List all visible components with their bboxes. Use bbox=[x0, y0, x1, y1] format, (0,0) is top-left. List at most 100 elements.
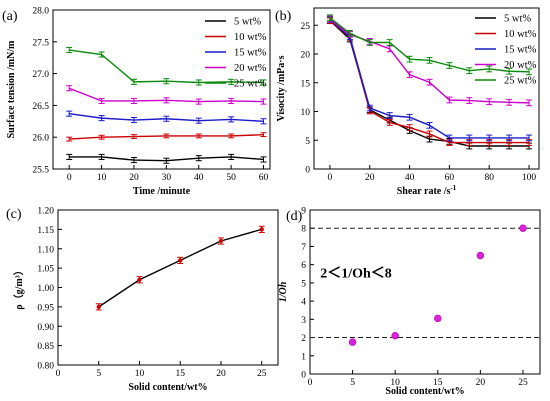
y-tick-label: 1.00 bbox=[37, 284, 54, 294]
x-tick-label: 20 bbox=[129, 173, 139, 183]
series-line bbox=[98, 228, 262, 308]
x-tick-label: 0 bbox=[67, 173, 72, 183]
y-tick-label: 0.85 bbox=[37, 342, 54, 352]
data-point bbox=[218, 238, 224, 244]
y-tick-label: 1.05 bbox=[37, 265, 54, 275]
panel-label: (a) bbox=[2, 9, 18, 24]
annotation-text: 2＜1/Oh＜8 bbox=[320, 266, 392, 281]
data-point bbox=[476, 251, 485, 260]
x-tick-label: 30 bbox=[162, 173, 172, 183]
y-tick-label: 6 bbox=[301, 261, 306, 271]
x-tick-label: 25 bbox=[257, 369, 267, 379]
y-tick-label: 4 bbox=[301, 298, 306, 308]
y-tick-label: 3 bbox=[301, 316, 306, 326]
legend-label: 25 wt% bbox=[504, 76, 537, 87]
plot-frame bbox=[52, 9, 271, 170]
data-point bbox=[519, 224, 527, 232]
x-tick-label: 10 bbox=[390, 378, 400, 388]
x-tick-label: 25 bbox=[518, 378, 528, 388]
y-tick-label: 15 bbox=[301, 79, 311, 89]
y-axis-title: ρ（g/m³） bbox=[12, 265, 25, 309]
x-tick-label: 5 bbox=[350, 378, 355, 388]
y-tick-label: 0.90 bbox=[37, 323, 54, 333]
legend: 5 wt% 10 wt% 15 wt% 20 wt% 25 wt% bbox=[205, 17, 267, 90]
y-axis-title: Visocity /mPa·s bbox=[276, 55, 287, 121]
x-tick-label: 10 bbox=[97, 173, 107, 183]
data-point bbox=[137, 277, 142, 282]
y-tick-label: 26.0 bbox=[32, 134, 49, 144]
y-tick-label: 0 bbox=[301, 371, 306, 381]
y-tick-label: 0 bbox=[305, 166, 310, 176]
data-point bbox=[178, 258, 183, 263]
x-tick-label: 40 bbox=[194, 173, 204, 183]
legend-label: 15 wt% bbox=[504, 45, 537, 56]
panel-label: (d) bbox=[286, 209, 303, 224]
y-tick-label: 0.80 bbox=[37, 362, 54, 372]
x-tick-label: 10 bbox=[135, 369, 145, 379]
x-tick-label: 20 bbox=[216, 369, 226, 379]
y-tick-label: 1.10 bbox=[37, 245, 54, 255]
data-point bbox=[259, 227, 264, 232]
plot-frame bbox=[313, 7, 540, 170]
series-a-0 bbox=[66, 153, 267, 164]
series-a-1 bbox=[66, 132, 267, 142]
legend-label: 20 wt% bbox=[504, 60, 537, 71]
y-tick-label: 1.15 bbox=[37, 226, 54, 236]
y-tick-label: 7 bbox=[301, 243, 306, 253]
chart-panel-a: 0 10 20 30 40 50 60 25.5 26.0 26.5 27.0 27.5 28.0 (a)… bbox=[2, 7, 271, 197]
data-point bbox=[434, 314, 442, 323]
x-tick-label: 60 bbox=[259, 173, 269, 183]
x-tick-label: 15 bbox=[175, 369, 185, 379]
y-tick-label: 1.20 bbox=[37, 207, 54, 217]
y-tick-label: 10 bbox=[301, 108, 311, 118]
x-tick-label: 0 bbox=[328, 173, 333, 183]
x-tick-label: 40 bbox=[405, 173, 415, 183]
x-tick-label: 5 bbox=[96, 369, 101, 379]
legend-label: 10 wt% bbox=[504, 29, 537, 40]
y-tick-label: 1 bbox=[301, 352, 306, 362]
series-line bbox=[329, 17, 530, 73]
legend-label: 15 wt% bbox=[234, 48, 267, 59]
legend-label: 10 wt% bbox=[234, 32, 267, 43]
y-tick-label: 25.5 bbox=[32, 166, 49, 176]
x-tick-label: 20 bbox=[476, 378, 486, 388]
series-a-3 bbox=[66, 85, 267, 105]
legend-label: 20 wt% bbox=[234, 63, 267, 74]
x-axis-title: Shear rate /s-1 bbox=[397, 184, 457, 197]
x-tick-label: 20 bbox=[365, 173, 375, 183]
x-tick-label: 60 bbox=[445, 173, 455, 183]
y-tick-label: 20 bbox=[301, 51, 311, 61]
chart-panel-c: 0 5 10 15 20 25 0.80 0.85 0.90 0.95 1.00 1.05 1.10 1.… bbox=[6, 207, 279, 393]
x-tick-label: 0 bbox=[308, 378, 313, 388]
y-tick-label: 2 bbox=[301, 334, 306, 344]
y-tick-label: 27.5 bbox=[32, 38, 49, 48]
y-tick-label: 27.0 bbox=[32, 70, 49, 80]
legend-label: 25 wt% bbox=[234, 79, 267, 90]
chart-panel-d: 0 5 10 15 20 25 0 1 2 3 4 5 6 7 8 9(d) Solid content/wt%… bbox=[278, 207, 541, 397]
chart-panel-b: 0 20 40 60 80 100 0 5 10 15 20 25 (b) Shear rate /s-1… bbox=[275, 7, 540, 197]
panel-label: (b) bbox=[275, 9, 292, 24]
y-tick-label: 5 bbox=[305, 137, 310, 147]
y-tick-label: 28.0 bbox=[32, 7, 49, 17]
legend: 5 wt% 10 wt% 15 wt% 20 wt% 25 wt% bbox=[475, 14, 537, 87]
x-axis-title: Solid content/wt% bbox=[385, 386, 464, 397]
x-tick-label: 50 bbox=[226, 173, 236, 183]
x-tick-label: 15 bbox=[433, 378, 443, 388]
y-tick-label: 26.5 bbox=[32, 102, 49, 112]
series-a-4 bbox=[66, 47, 267, 86]
x-tick-label: 80 bbox=[484, 173, 494, 183]
panel-label: (c) bbox=[6, 207, 22, 222]
x-tick-label: 100 bbox=[522, 173, 537, 183]
data-point bbox=[96, 304, 101, 310]
y-tick-label: 9 bbox=[301, 207, 306, 217]
plot-frame bbox=[309, 209, 541, 375]
legend-label: 5 wt% bbox=[504, 14, 531, 25]
y-tick-label: 25 bbox=[301, 22, 311, 32]
series-b-4 bbox=[326, 14, 533, 76]
data-point bbox=[391, 332, 399, 340]
y-tick-label: 0.95 bbox=[37, 303, 54, 313]
legend-label: 5 wt% bbox=[234, 17, 261, 28]
y-axis-title: Surface tension /mN/m bbox=[6, 40, 17, 138]
x-axis-title-superscript: -1 bbox=[450, 184, 456, 192]
series-a-2 bbox=[66, 110, 267, 125]
